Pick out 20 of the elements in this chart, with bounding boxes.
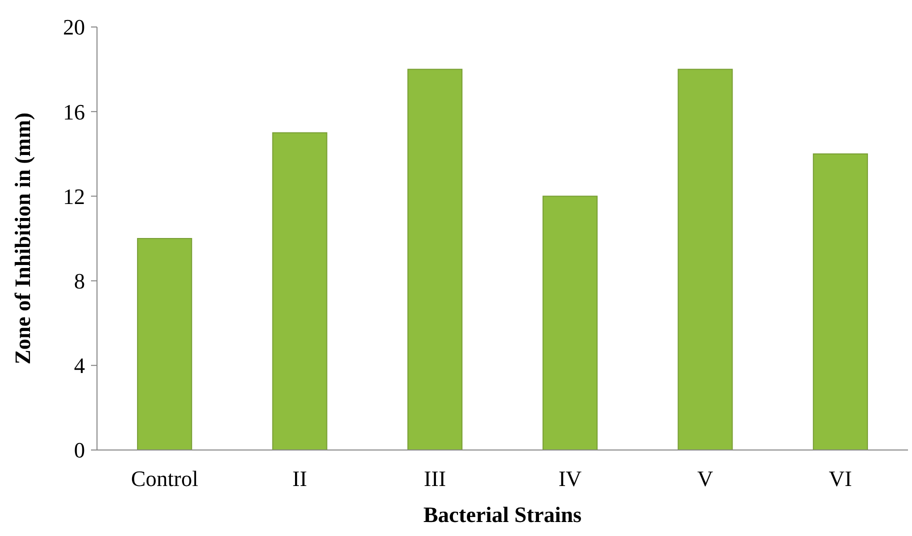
bar xyxy=(678,68,733,450)
bar xyxy=(812,153,868,450)
x-tick-label: VI xyxy=(828,466,852,491)
bar xyxy=(272,132,328,450)
y-tick-label: 4 xyxy=(74,353,85,378)
y-tick-label: 8 xyxy=(74,268,85,294)
x-tick-label: V xyxy=(697,466,714,491)
bar xyxy=(542,196,598,450)
y-tick-label: 0 xyxy=(74,438,85,463)
y-tick-label: 12 xyxy=(63,184,85,209)
bar xyxy=(407,68,462,450)
x-tick-label: IV xyxy=(558,466,582,491)
x-tick-label: Control xyxy=(130,466,198,491)
x-axis-title: Bacterial Strains xyxy=(423,502,582,527)
y-tick-label: 16 xyxy=(63,99,85,124)
y-axis-title: Zone of Inhibition in (mm) xyxy=(10,112,35,364)
bar xyxy=(137,238,192,450)
x-tick-label: III xyxy=(424,466,446,491)
x-tick-label: II xyxy=(292,466,308,491)
y-tick-label: 20 xyxy=(63,14,85,40)
